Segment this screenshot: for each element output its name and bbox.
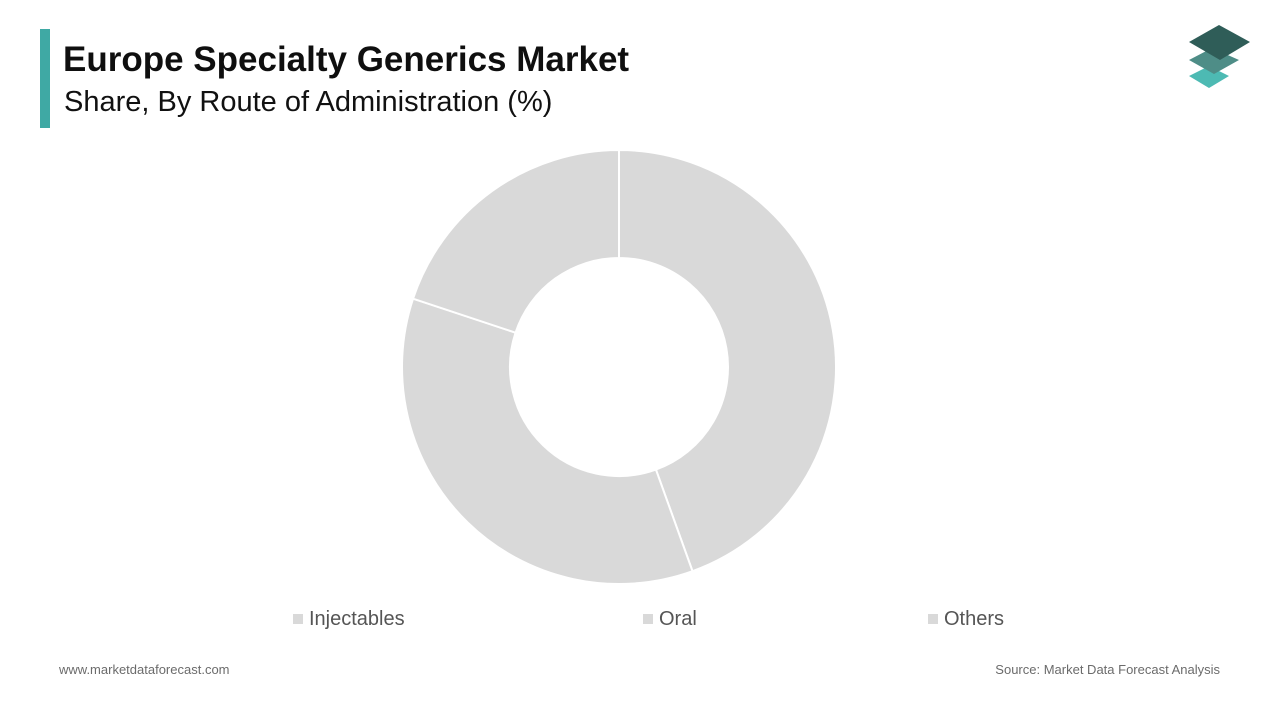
- logo-bottom-layer: [1189, 66, 1229, 88]
- donut-slice-injectables: [618, 148, 837, 573]
- legend-label-others: Others: [944, 607, 1005, 630]
- donut-slice-others: [411, 148, 620, 334]
- donut-slices: [401, 148, 837, 585]
- legend-label-oral: Oral: [659, 607, 697, 630]
- chart-subtitle: Share, By Route of Administration (%): [64, 86, 553, 118]
- legend-label-injectables: Injectables: [309, 607, 405, 630]
- donut-slice-oral: [401, 297, 694, 585]
- legend-item-oral: Oral: [643, 607, 697, 631]
- title-accent-bar: [40, 29, 50, 128]
- legend-swatch-others: [928, 614, 938, 624]
- footer-source: Source: Market Data Forecast Analysis: [995, 662, 1220, 677]
- legend-swatch-injectables: [293, 614, 303, 624]
- legend-item-others: Others: [928, 607, 1004, 631]
- logo-top-layer: [1189, 25, 1250, 60]
- footer-website[interactable]: www.marketdataforecast.com: [59, 662, 230, 677]
- legend-swatch-oral: [643, 614, 653, 624]
- stacked-layers-icon: [1189, 25, 1250, 88]
- legend-item-injectables: Injectables: [293, 607, 405, 631]
- chart-title: Europe Specialty Generics Market: [63, 40, 630, 79]
